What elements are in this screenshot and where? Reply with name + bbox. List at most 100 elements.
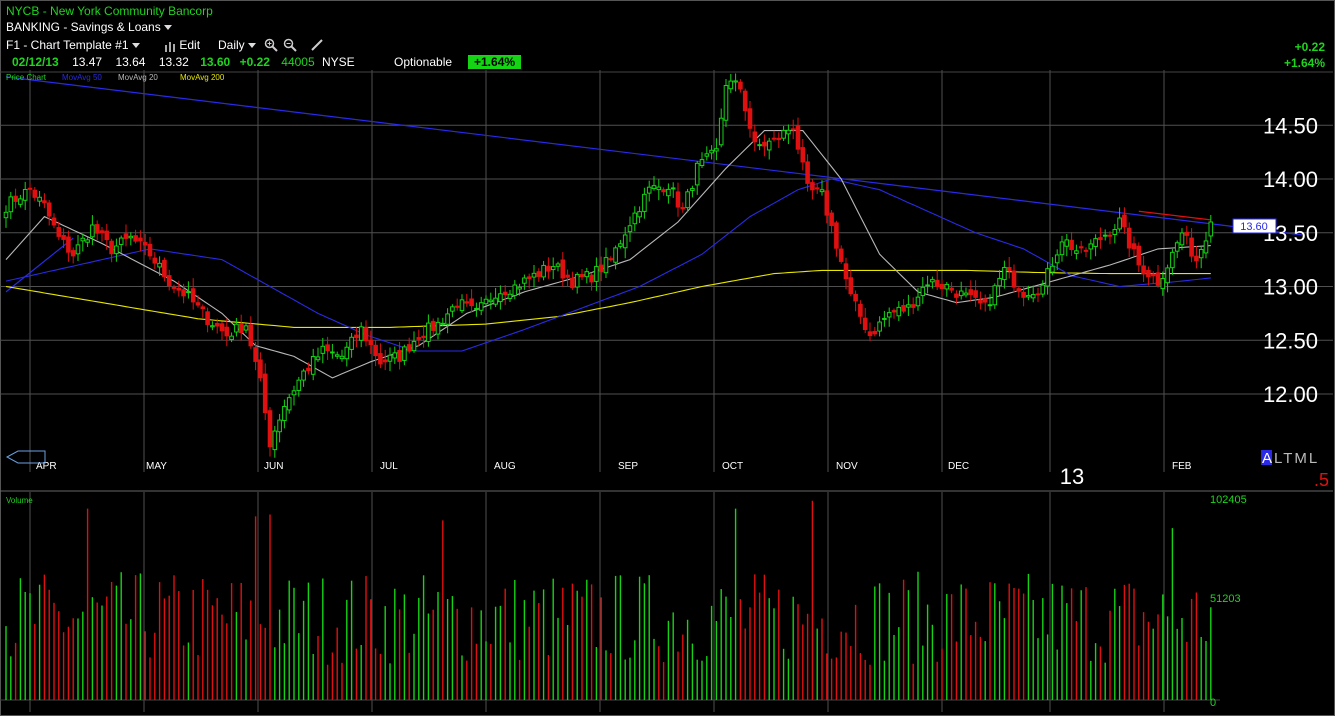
candle-body — [752, 131, 758, 143]
candle-body — [819, 189, 825, 193]
candle-body — [80, 237, 86, 242]
candle-body — [978, 299, 983, 304]
zoom-in-icon[interactable] — [264, 38, 278, 57]
candle-body — [291, 390, 297, 396]
candle-body — [262, 373, 268, 414]
candle-body — [1155, 272, 1161, 286]
candle-body — [906, 304, 911, 308]
candle-body — [992, 285, 998, 306]
candle-body — [560, 259, 566, 279]
template-label: F1 - Chart Template #1 — [6, 38, 129, 52]
candle-body — [627, 225, 633, 233]
ticker-symbol[interactable]: NYCB — [6, 4, 40, 18]
chevron-down-icon — [131, 43, 140, 49]
legend-ma50: MovAvg 50 — [62, 73, 102, 82]
candle-body — [474, 307, 479, 310]
candle-body — [224, 326, 230, 337]
candle-body — [858, 303, 863, 317]
quote-open: 13.47 — [72, 55, 103, 69]
month-label: MAY — [146, 461, 167, 472]
candle-body — [954, 293, 959, 298]
candle-body — [1146, 270, 1151, 278]
candle-body — [920, 286, 926, 297]
sector-dropdown[interactable]: BANKING - Savings & Loans — [6, 20, 172, 34]
candle-body — [843, 263, 849, 280]
candle-body — [1107, 234, 1113, 237]
candle-body — [522, 277, 527, 284]
candle-body — [1170, 251, 1175, 269]
candle-body — [32, 189, 38, 198]
candle-body — [834, 222, 839, 249]
candle-body — [1088, 243, 1094, 250]
candle-body — [498, 293, 503, 303]
candle-body — [258, 359, 263, 379]
candle-body — [891, 310, 897, 313]
candle-body — [421, 335, 426, 339]
candle-body — [1117, 217, 1122, 230]
candle-body — [848, 277, 854, 295]
template-dropdown[interactable]: F1 - Chart Template #1 — [6, 38, 140, 52]
candle-body — [1122, 214, 1127, 228]
candlesticks — [3, 73, 1214, 458]
candle-body — [349, 336, 354, 350]
candle-body — [378, 353, 383, 365]
candle-body — [1184, 231, 1190, 236]
candle-body — [186, 291, 191, 294]
altml-label[interactable]: LTML — [1274, 450, 1319, 467]
candle-body — [286, 397, 292, 411]
candle-body — [248, 324, 254, 347]
candle-body — [675, 191, 681, 208]
quote-low: 13.32 — [158, 55, 189, 69]
altml-a-box[interactable] — [1261, 450, 1272, 465]
company-name: New York Community Bancorp — [50, 4, 213, 18]
candle-body — [800, 147, 806, 163]
candle-body — [963, 292, 969, 296]
candle-body — [13, 195, 18, 202]
candle-body — [541, 264, 546, 278]
scroll-left-arrow[interactable] — [5, 450, 46, 464]
trendlines — [5, 76, 1303, 293]
volume-tick-label: 0 — [1210, 697, 1216, 709]
candle-body — [454, 305, 460, 308]
candle-body — [282, 405, 287, 422]
edit-button[interactable]: Edit — [164, 38, 200, 52]
period-dropdown[interactable]: Daily — [218, 38, 256, 52]
candle-body — [315, 356, 321, 361]
quote-date: 02/12/13 — [12, 55, 59, 69]
ma200-line — [5, 269, 1211, 328]
candle-body — [397, 350, 402, 362]
candle-body — [1098, 237, 1103, 240]
candle-body — [114, 245, 119, 255]
candle-body — [709, 149, 714, 154]
candle-body — [531, 272, 537, 278]
volume-label: Volume — [6, 496, 33, 505]
candle-body — [128, 235, 134, 239]
month-label: JUN — [264, 461, 283, 472]
quote-close: 13.60 — [200, 55, 231, 69]
quote-exchange: NYSE — [322, 55, 355, 69]
month-label: OCT — [722, 461, 743, 472]
draw-pen-icon[interactable] — [310, 38, 324, 57]
candle-body — [742, 90, 748, 112]
candle-body — [982, 298, 988, 303]
edit-label: Edit — [179, 38, 201, 52]
candle-body — [176, 287, 182, 291]
candle-body — [1208, 221, 1214, 237]
candle-body — [118, 237, 124, 245]
volume-tick-label: 51203 — [1210, 593, 1241, 605]
candle-body — [430, 320, 436, 331]
moving-averages — [5, 130, 1211, 379]
candle-body — [162, 259, 167, 278]
candle-body — [1021, 291, 1026, 298]
candle-body — [334, 354, 340, 357]
candle-body — [584, 271, 590, 278]
month-label: SEP — [618, 461, 638, 472]
change-pct-badge: +1.64% — [468, 55, 522, 69]
candle-body — [440, 322, 446, 325]
candle-body — [925, 284, 930, 287]
zoom-out-icon[interactable] — [283, 38, 297, 57]
candle-body — [973, 290, 978, 298]
month-label: FEB — [1172, 461, 1192, 472]
candle-body — [70, 250, 76, 257]
